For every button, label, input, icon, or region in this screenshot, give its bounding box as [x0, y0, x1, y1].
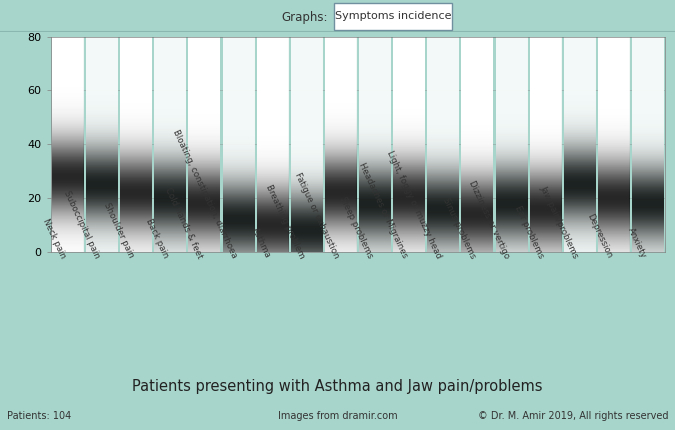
Text: Back pain: Back pain [144, 218, 170, 260]
Text: Headaches or Migraines: Headaches or Migraines [357, 162, 409, 260]
Text: Sleep problems: Sleep problems [338, 195, 375, 260]
Bar [256, 37, 288, 252]
Text: Depression: Depression [585, 212, 614, 260]
Text: Shoulder pain: Shoulder pain [103, 202, 136, 260]
Text: Graphs:: Graphs: [281, 11, 327, 24]
Bar [120, 37, 152, 252]
Bar [427, 37, 459, 252]
Bar [564, 37, 595, 252]
Bar [291, 37, 322, 252]
Text: Cold hands & feet: Cold hands & feet [163, 186, 204, 260]
Bar [530, 37, 561, 252]
Bar [52, 37, 84, 252]
FancyBboxPatch shape [334, 3, 452, 30]
Text: Light, foggy or muzzy head: Light, foggy or muzzy head [385, 149, 443, 260]
Text: Symptoms incidence: Symptoms incidence [335, 11, 452, 21]
Text: Sinus problems: Sinus problems [441, 196, 477, 260]
Bar [155, 37, 186, 252]
Text: Jaw pain/problems: Jaw pain/problems [538, 184, 580, 260]
Text: Asthma: Asthma [250, 226, 273, 260]
Bar [325, 37, 356, 252]
Text: Images from dramir.com: Images from dramir.com [277, 412, 398, 421]
Bar [495, 37, 527, 252]
Text: Neck pain: Neck pain [41, 217, 68, 260]
Text: © Dr. M. Amir 2019, All rights reserved: © Dr. M. Amir 2019, All rights reserved [478, 412, 668, 421]
Text: Bloating, constipation, diarrhoea: Bloating, constipation, diarrhoea [171, 129, 238, 260]
Bar [86, 37, 117, 252]
Bar [359, 37, 391, 252]
Text: Suboccipital pain: Suboccipital pain [62, 189, 102, 260]
Bar [223, 37, 254, 252]
Bar [188, 37, 220, 252]
Bar [394, 37, 425, 252]
Bar [462, 37, 493, 252]
Bar [632, 37, 664, 252]
Text: Fatigue or exhaustion: Fatigue or exhaustion [293, 171, 341, 260]
Bar [598, 37, 629, 252]
Text: Dizziness or vertigo: Dizziness or vertigo [467, 179, 511, 260]
Text: Ear problems: Ear problems [513, 204, 545, 260]
Text: Patients: 104: Patients: 104 [7, 412, 71, 421]
Text: Breathing problem: Breathing problem [265, 183, 306, 260]
Text: Patients presenting with Asthma and Jaw pain/problems: Patients presenting with Asthma and Jaw … [132, 380, 543, 394]
Text: Anxiety: Anxiety [626, 226, 648, 260]
